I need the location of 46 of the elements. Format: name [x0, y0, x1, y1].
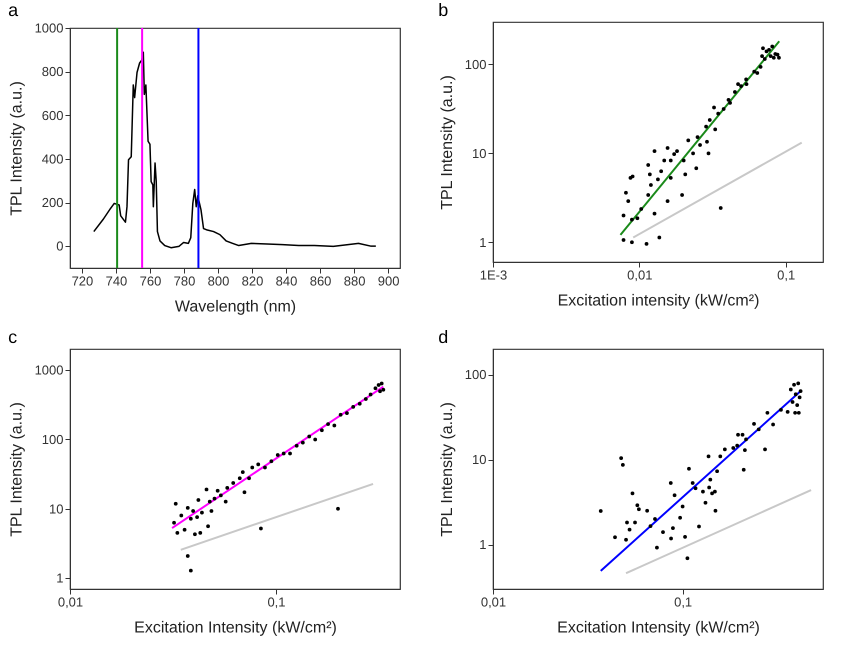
x-tick-label: 720	[72, 274, 94, 288]
y-tick-label: 800	[42, 64, 64, 80]
y-axis-title: TPL Intensity (a.u.)	[8, 81, 26, 216]
x-axis-title: Excitation intensity (kW/cm²)	[558, 292, 760, 310]
y-tick-label: 1000	[34, 20, 64, 36]
y-tick-label: 100	[464, 56, 486, 72]
y-tick-label: 1	[479, 234, 486, 250]
y-tick-label: 1000	[34, 362, 64, 378]
text: a	[8, 0, 20, 20]
text: c	[8, 327, 18, 347]
y-tick-label: 600	[42, 108, 64, 123]
y-axis-title: TPL Intensity (a.u.)	[438, 75, 456, 210]
y-tick-label: 1	[479, 537, 486, 552]
y-tick-label: 400	[42, 151, 64, 166]
x-tick-label: 840	[276, 274, 298, 288]
x-tick-label: 860	[310, 274, 332, 288]
y-tick-label: 10	[472, 452, 486, 468]
y-tick-label: 100	[464, 367, 486, 382]
x-tick-label: 820	[242, 274, 264, 288]
x-tick-label: 0,01	[480, 594, 506, 610]
y-tick-label: 200	[42, 195, 64, 210]
x-tick-label: 0,1	[777, 268, 796, 282]
x-tick-label: 760	[140, 274, 162, 288]
y-axis-title: TPL Intensity (a.u.)	[438, 402, 456, 537]
x-tick-label: 0,1	[267, 594, 286, 610]
y-tick-label: 10	[49, 501, 64, 516]
y-tick-label: 10	[472, 146, 486, 161]
x-tick-label: 880	[344, 274, 366, 288]
x-tick-label: 780	[174, 274, 196, 288]
x-axis-title: Wavelength (nm)	[174, 298, 296, 316]
y-tick-label: 100	[42, 432, 64, 447]
x-tick-label: 0,1	[674, 594, 692, 610]
x-tick-label: 0,01	[58, 594, 84, 610]
line-series	[93, 51, 377, 248]
x-tick-label: 800	[208, 274, 230, 288]
x-axis-title: Excitation Intensity (kW/cm²)	[134, 620, 337, 636]
text: b	[438, 0, 448, 20]
text: d	[438, 327, 448, 347]
x-tick-label: 0,01	[627, 268, 652, 282]
y-tick-label: 1	[56, 570, 64, 586]
y-tick-label: 0	[56, 238, 64, 254]
x-axis-title: Excitation Intensity (kW/cm²)	[557, 620, 760, 636]
x-tick-label: 1E-3	[480, 268, 508, 282]
x-tick-label: 900	[378, 274, 400, 288]
y-axis-title: TPL Intensity (a.u.)	[8, 402, 26, 537]
x-tick-label: 740	[106, 274, 128, 288]
